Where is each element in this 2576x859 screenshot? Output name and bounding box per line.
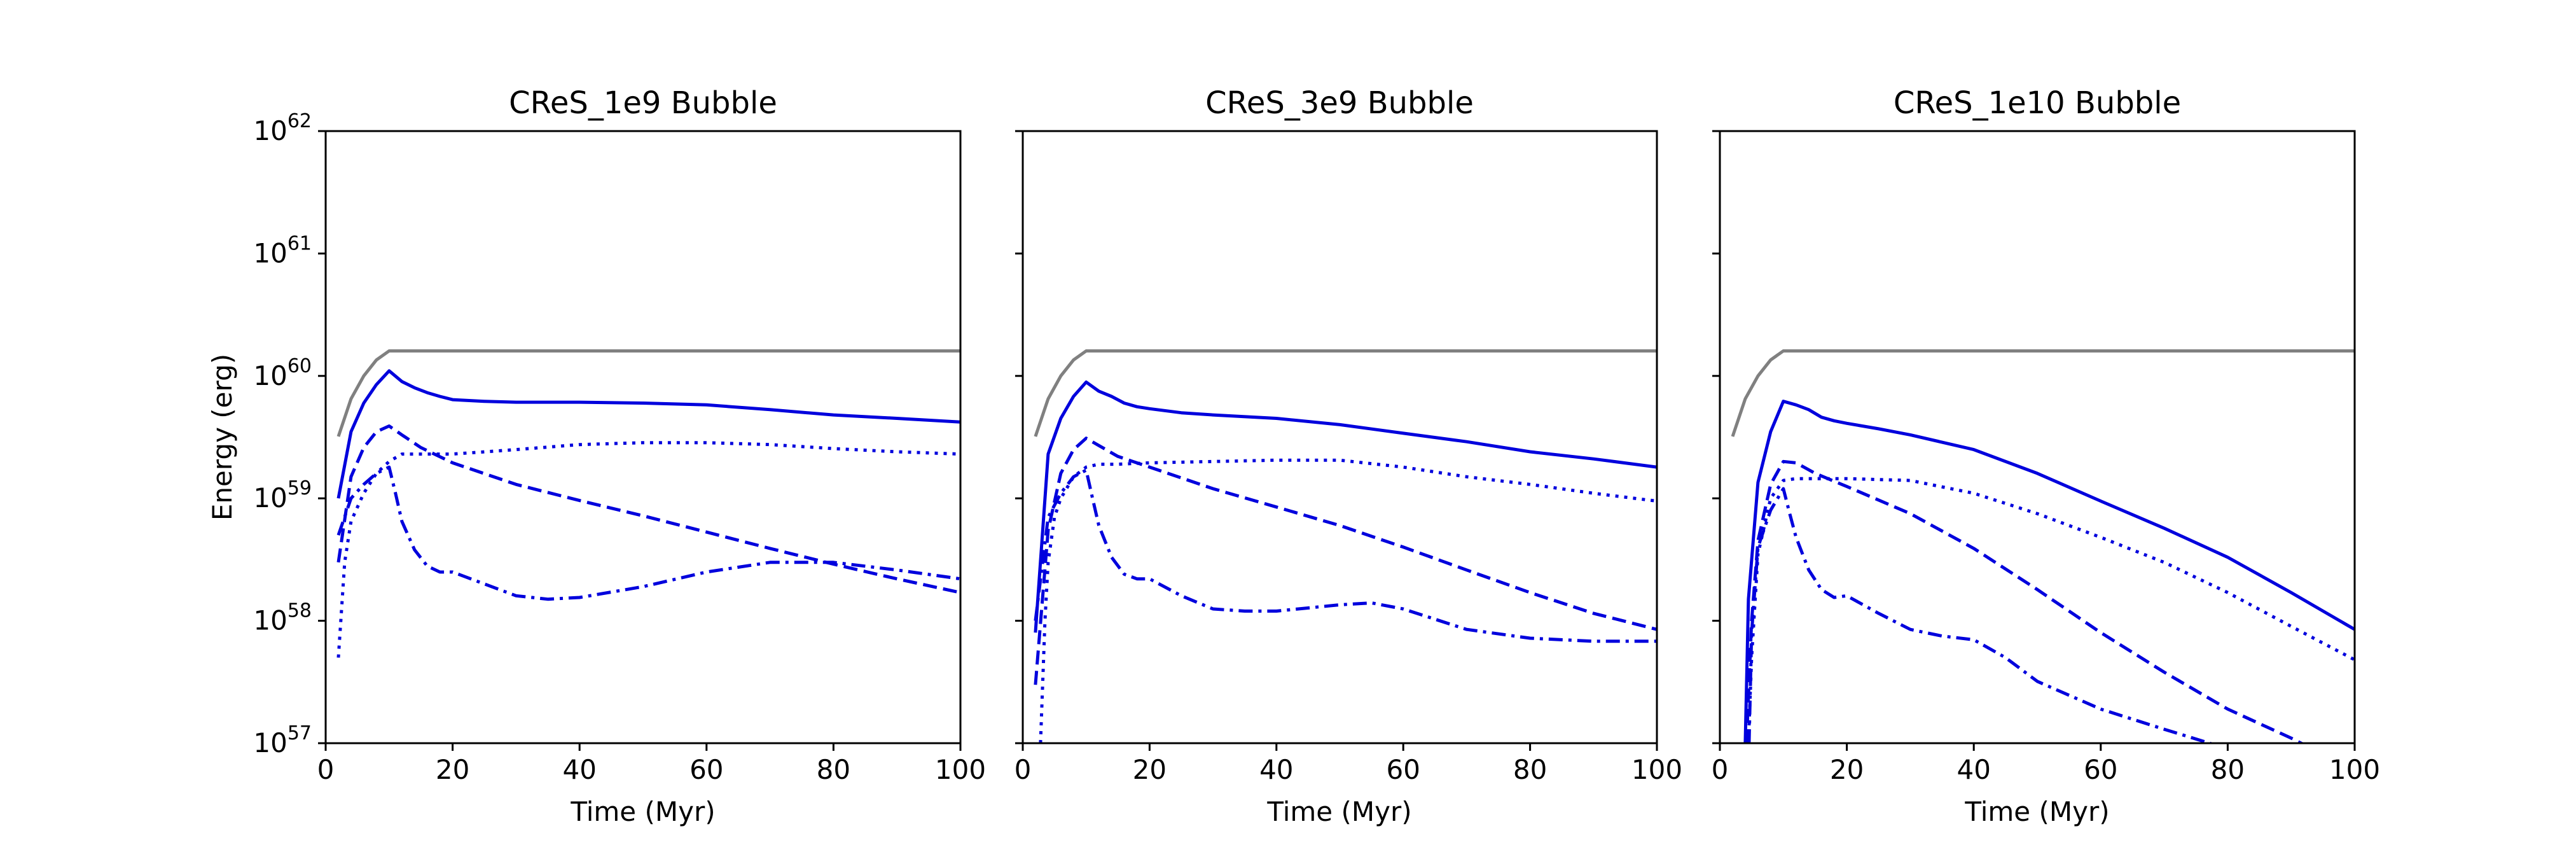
x-tick-label: 60 bbox=[689, 754, 723, 785]
x-tick-label: 20 bbox=[1133, 754, 1167, 785]
energy-dashdot-line bbox=[1747, 487, 2215, 743]
x-axis: 0 20 40 60 80 100 bbox=[1014, 743, 1682, 785]
x-tick-label: 80 bbox=[1513, 754, 1547, 785]
x-tick-label: 100 bbox=[935, 754, 986, 785]
chart-panel-2: CReS_3e9 Bubble 0 20 40 60 80 100 Time (Myr) bbox=[1014, 85, 1682, 827]
y-tick-label: 1061 bbox=[253, 232, 312, 269]
energy-dashdot-line bbox=[336, 465, 960, 601]
energy-dotted-line bbox=[1039, 458, 1657, 743]
x-axis: 0 20 40 60 80 100 bbox=[317, 743, 986, 785]
y-axis: 1057 1058 1059 1060 1061 1062 bbox=[253, 110, 326, 758]
y-tick-label: 1059 bbox=[253, 477, 312, 513]
y-axis bbox=[1015, 130, 1023, 744]
y-axis-label: Energy (erg) bbox=[207, 354, 238, 520]
plot-frame bbox=[324, 130, 962, 744]
x-tick-label: 80 bbox=[2211, 754, 2245, 785]
x-axis-label: Time (Myr) bbox=[1964, 796, 2109, 827]
energy-dotted-line bbox=[336, 441, 960, 658]
chart-title: CReS_3e9 Bubble bbox=[1205, 85, 1474, 121]
x-tick-label: 40 bbox=[562, 754, 596, 785]
x-tick-label: 80 bbox=[817, 754, 850, 785]
energy-dashed-line bbox=[1745, 459, 2305, 743]
x-tick-label: 100 bbox=[1631, 754, 1682, 785]
energy-solid-line bbox=[1034, 381, 1657, 633]
x-tick-label: 40 bbox=[1259, 754, 1293, 785]
energy-total-line bbox=[336, 349, 960, 437]
chart-panel-3: CReS_1e10 Bubble 0 20 40 60 80 100 Time (Myr) bbox=[1712, 85, 2380, 827]
chart-title: CReS_1e10 Bubble bbox=[1894, 85, 2181, 121]
energy-solid-line bbox=[336, 369, 960, 499]
x-tick-label: 20 bbox=[436, 754, 469, 785]
x-tick-label: 60 bbox=[2084, 754, 2117, 785]
x-axis: 0 20 40 60 80 100 bbox=[1712, 743, 2380, 785]
x-tick-label: 60 bbox=[1386, 754, 1420, 785]
plot-frame bbox=[1719, 130, 2356, 744]
y-tick-label: 1062 bbox=[253, 110, 312, 146]
x-tick-label: 0 bbox=[1712, 754, 1729, 785]
x-axis-label: Time (Myr) bbox=[1266, 796, 1411, 827]
series-layer bbox=[1034, 349, 1657, 743]
x-axis-label: Time (Myr) bbox=[570, 796, 715, 827]
series-layer bbox=[1731, 349, 2355, 743]
plot-frame bbox=[1021, 130, 1658, 744]
energy-dotted-line bbox=[1747, 477, 2355, 743]
x-tick-label: 20 bbox=[1830, 754, 1864, 785]
y-tick-label: 1058 bbox=[253, 600, 312, 636]
chart-title: CReS_1e9 Bubble bbox=[509, 85, 777, 121]
chart-panel-1: CReS_1e9 Bubble 0 20 40 60 80 100 10571058105… bbox=[207, 85, 986, 827]
energy-dashdot-line bbox=[1034, 468, 1657, 643]
x-tick-label: 40 bbox=[1956, 754, 1990, 785]
energy-total-line bbox=[1731, 349, 2355, 437]
y-tick-label: 1060 bbox=[253, 355, 312, 391]
energy-solid-line bbox=[1743, 400, 2355, 743]
x-tick-label: 0 bbox=[1014, 754, 1032, 785]
energy-dashed-line bbox=[1034, 436, 1657, 685]
y-tick-label: 1057 bbox=[253, 722, 312, 758]
energy-dashed-line bbox=[336, 424, 960, 594]
x-tick-label: 0 bbox=[317, 754, 335, 785]
y-axis bbox=[1712, 130, 1720, 744]
energy-total-line bbox=[1034, 349, 1657, 437]
x-tick-label: 100 bbox=[2329, 754, 2380, 785]
series-layer bbox=[336, 349, 960, 658]
